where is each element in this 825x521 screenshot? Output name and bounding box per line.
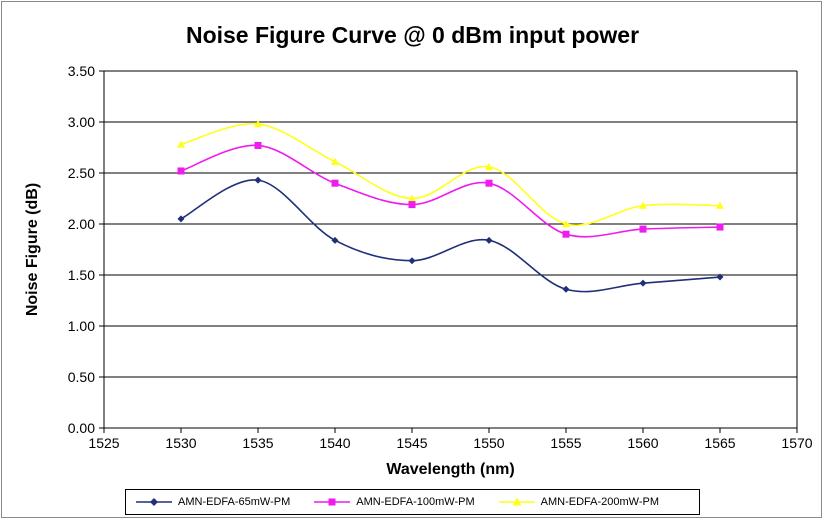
series-1-point-7 [716, 223, 724, 231]
legend-swatch-2 [498, 497, 535, 506]
series-2-point-1 [254, 120, 262, 128]
y-tick-label-6: 3.00 [68, 114, 95, 130]
chart-legend: AMN-EDFA-65mW-PM AMN-EDFA-100mW-PM AMN-EDF… [125, 489, 700, 515]
series-2-point-2 [331, 157, 339, 165]
legend-label-1: AMN-EDFA-100mW-PM [356, 496, 475, 508]
x-axis-label: Wavelength (nm) [386, 461, 514, 478]
series-0-point-5 [562, 285, 570, 293]
series-2-point-0 [177, 140, 185, 148]
series-2-point-5 [562, 220, 570, 228]
series-1-point-0 [177, 167, 185, 175]
y-axis-label: Noise Figure (dB) [24, 183, 41, 316]
series-1-point-2 [331, 179, 339, 187]
y-tick-label-0: 0.00 [68, 420, 95, 436]
series-1-point-6 [639, 225, 647, 233]
y-tick-label-5: 2.50 [68, 165, 95, 181]
legend-item-1: AMN-EDFA-100mW-PM [312, 496, 475, 508]
series-1-point-1 [254, 141, 262, 149]
series-line-1 [180, 144, 721, 238]
x-tick-label-8: 1565 [704, 435, 735, 451]
chart-title: Noise Figure Curve @ 0 dBm input power [185, 22, 640, 48]
y-tick-label-4: 2.00 [68, 216, 95, 232]
x-tick-label-5: 1550 [473, 435, 504, 451]
series-line-0 [180, 179, 721, 293]
series-0-point-2 [331, 236, 339, 244]
series-2-point-4 [485, 162, 493, 171]
series-2-point-3 [408, 194, 416, 202]
series-0-point-0 [177, 215, 185, 223]
series-1-point-5 [562, 230, 570, 238]
series-1-point-3 [408, 201, 416, 209]
x-tick-label-0: 1525 [88, 435, 119, 451]
legend-item-2: AMN-EDFA-200mW-PM [497, 496, 659, 508]
x-tick-label-2: 1535 [242, 435, 273, 451]
y-tick-label-1: 0.50 [68, 369, 95, 385]
x-tick-label-1: 1530 [165, 435, 196, 451]
series-1-point-4 [485, 179, 493, 187]
series-0-point-6 [639, 279, 647, 287]
legend-swatch-0 [136, 498, 172, 506]
series-0-point-1 [254, 176, 262, 184]
x-tick-label-4: 1545 [396, 435, 427, 451]
legend-label-0: AMN-EDFA-65mW-PM [178, 496, 291, 508]
x-tick-label-6: 1555 [550, 435, 581, 451]
series-2-point-7 [716, 201, 724, 209]
series-0-point-7 [716, 273, 724, 281]
y-tick-label-7: 3.50 [68, 63, 95, 79]
series-line-2 [180, 123, 721, 226]
series-2-point-6 [639, 201, 647, 209]
x-tick-label-3: 1540 [319, 435, 350, 451]
x-tick-label-7: 1560 [627, 435, 658, 451]
y-tick-label-2: 1.00 [68, 318, 95, 334]
x-tick-label-9: 1570 [781, 435, 812, 451]
series-0-point-4 [485, 236, 493, 244]
y-tick-label-3: 1.50 [68, 267, 95, 283]
legend-item-0: AMN-EDFA-65mW-PM [134, 496, 290, 508]
legend-label-2: AMN-EDFA-200mW-PM [540, 496, 659, 508]
legend-swatch-1 [314, 498, 351, 506]
series-0-point-3 [408, 257, 416, 265]
